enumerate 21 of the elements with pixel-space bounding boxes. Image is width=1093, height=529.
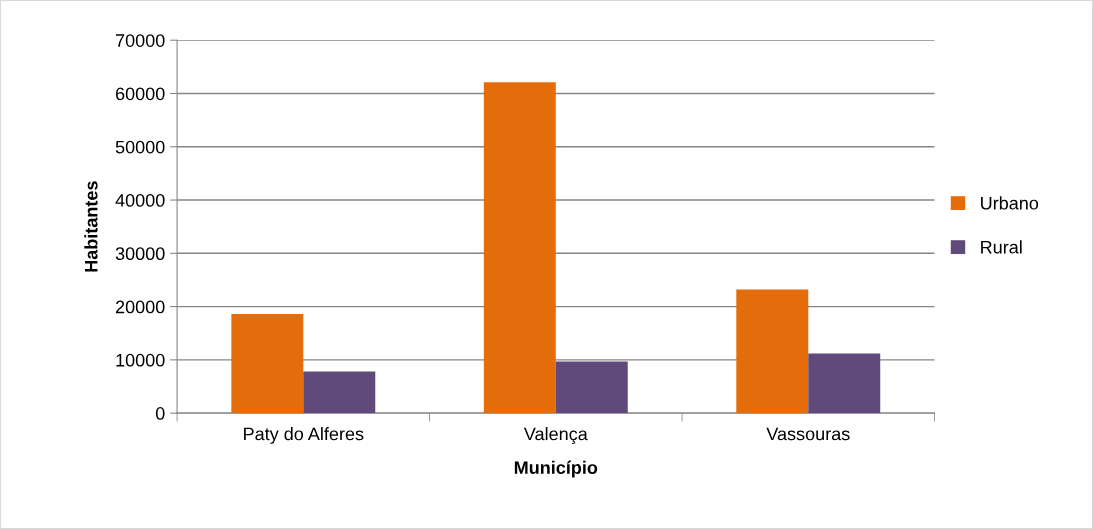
y-tick-label: 70000 (115, 34, 165, 47)
bar (303, 371, 376, 414)
x-axis-title: Município (514, 460, 598, 478)
y-tick-label: 20000 (115, 300, 165, 314)
y-tick-label: 10000 (116, 353, 165, 367)
bar (555, 361, 628, 414)
legend-label: Rural (981, 240, 1022, 254)
y-axis-title: Habitantes (84, 181, 98, 272)
legend-label: Urbano (981, 196, 1039, 210)
x-tick-label: Vassouras (766, 427, 850, 441)
y-tick-label: 30000 (115, 247, 165, 261)
y-tick-label: 60000 (115, 87, 165, 101)
bar (808, 353, 881, 414)
bar (736, 289, 809, 414)
y-tick-label: 40000 (115, 193, 165, 207)
bar (483, 82, 556, 414)
x-tick-label: Valença (523, 427, 588, 444)
y-tick-label: 50000 (115, 140, 165, 154)
bar (231, 314, 304, 414)
x-tick-label: Paty do Alferes (244, 427, 364, 444)
y-tick-label: 0 (155, 407, 165, 420)
